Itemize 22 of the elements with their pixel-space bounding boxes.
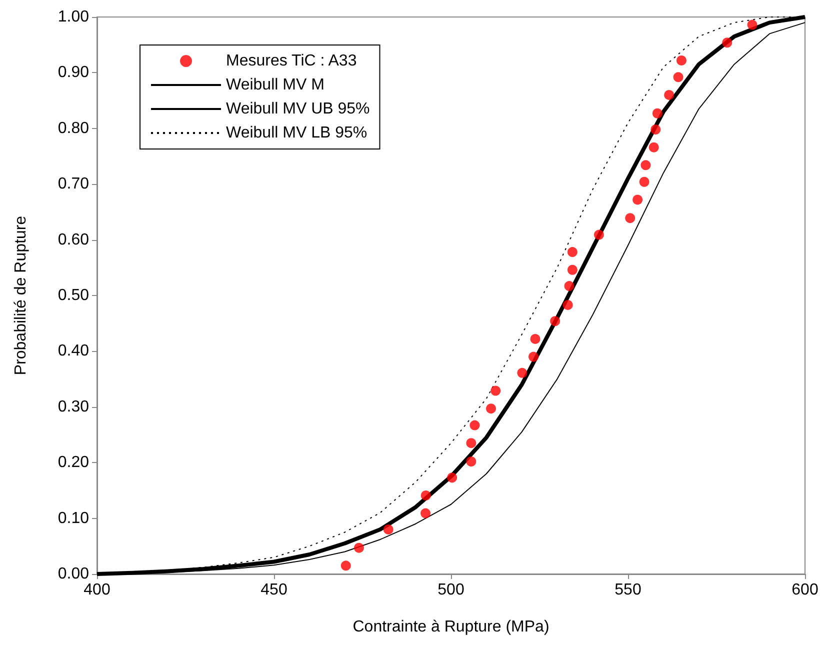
y-axis-title: Probabilité de Rupture: [12, 216, 30, 376]
y-tick-label: 0.70: [58, 176, 90, 193]
x-tick-label: 600: [792, 582, 818, 598]
x-tick-label: 450: [260, 582, 288, 598]
y-tick-label: 0.90: [58, 64, 90, 82]
x-tick-label: 550: [614, 582, 642, 598]
x-tick-label: 500: [438, 582, 464, 598]
y-tick-label: 0.60: [58, 231, 90, 248]
x-tick-label: 400: [84, 582, 110, 598]
y-tick-label: 0.80: [58, 120, 90, 137]
legend-label: Weibull MV LB 95%: [226, 124, 368, 142]
y-tick-label: 0.10: [58, 510, 90, 527]
y-tick-label: 1.00: [58, 8, 90, 26]
y-tick-label: 0.00: [58, 566, 90, 582]
y-tick-label: 0.20: [58, 454, 90, 472]
y-tick-label: 0.30: [58, 398, 90, 416]
y-tick-label: 0.40: [58, 342, 90, 360]
legend-label: Mesures TiC : A33: [226, 52, 357, 70]
y-tick-label: 0.50: [58, 287, 90, 304]
legend-label: Weibull MV UB 95%: [226, 100, 370, 118]
legend-label: Weibull MV M: [226, 76, 324, 94]
x-axis-title: Contrainte à Rupture (MPa): [352, 618, 550, 636]
